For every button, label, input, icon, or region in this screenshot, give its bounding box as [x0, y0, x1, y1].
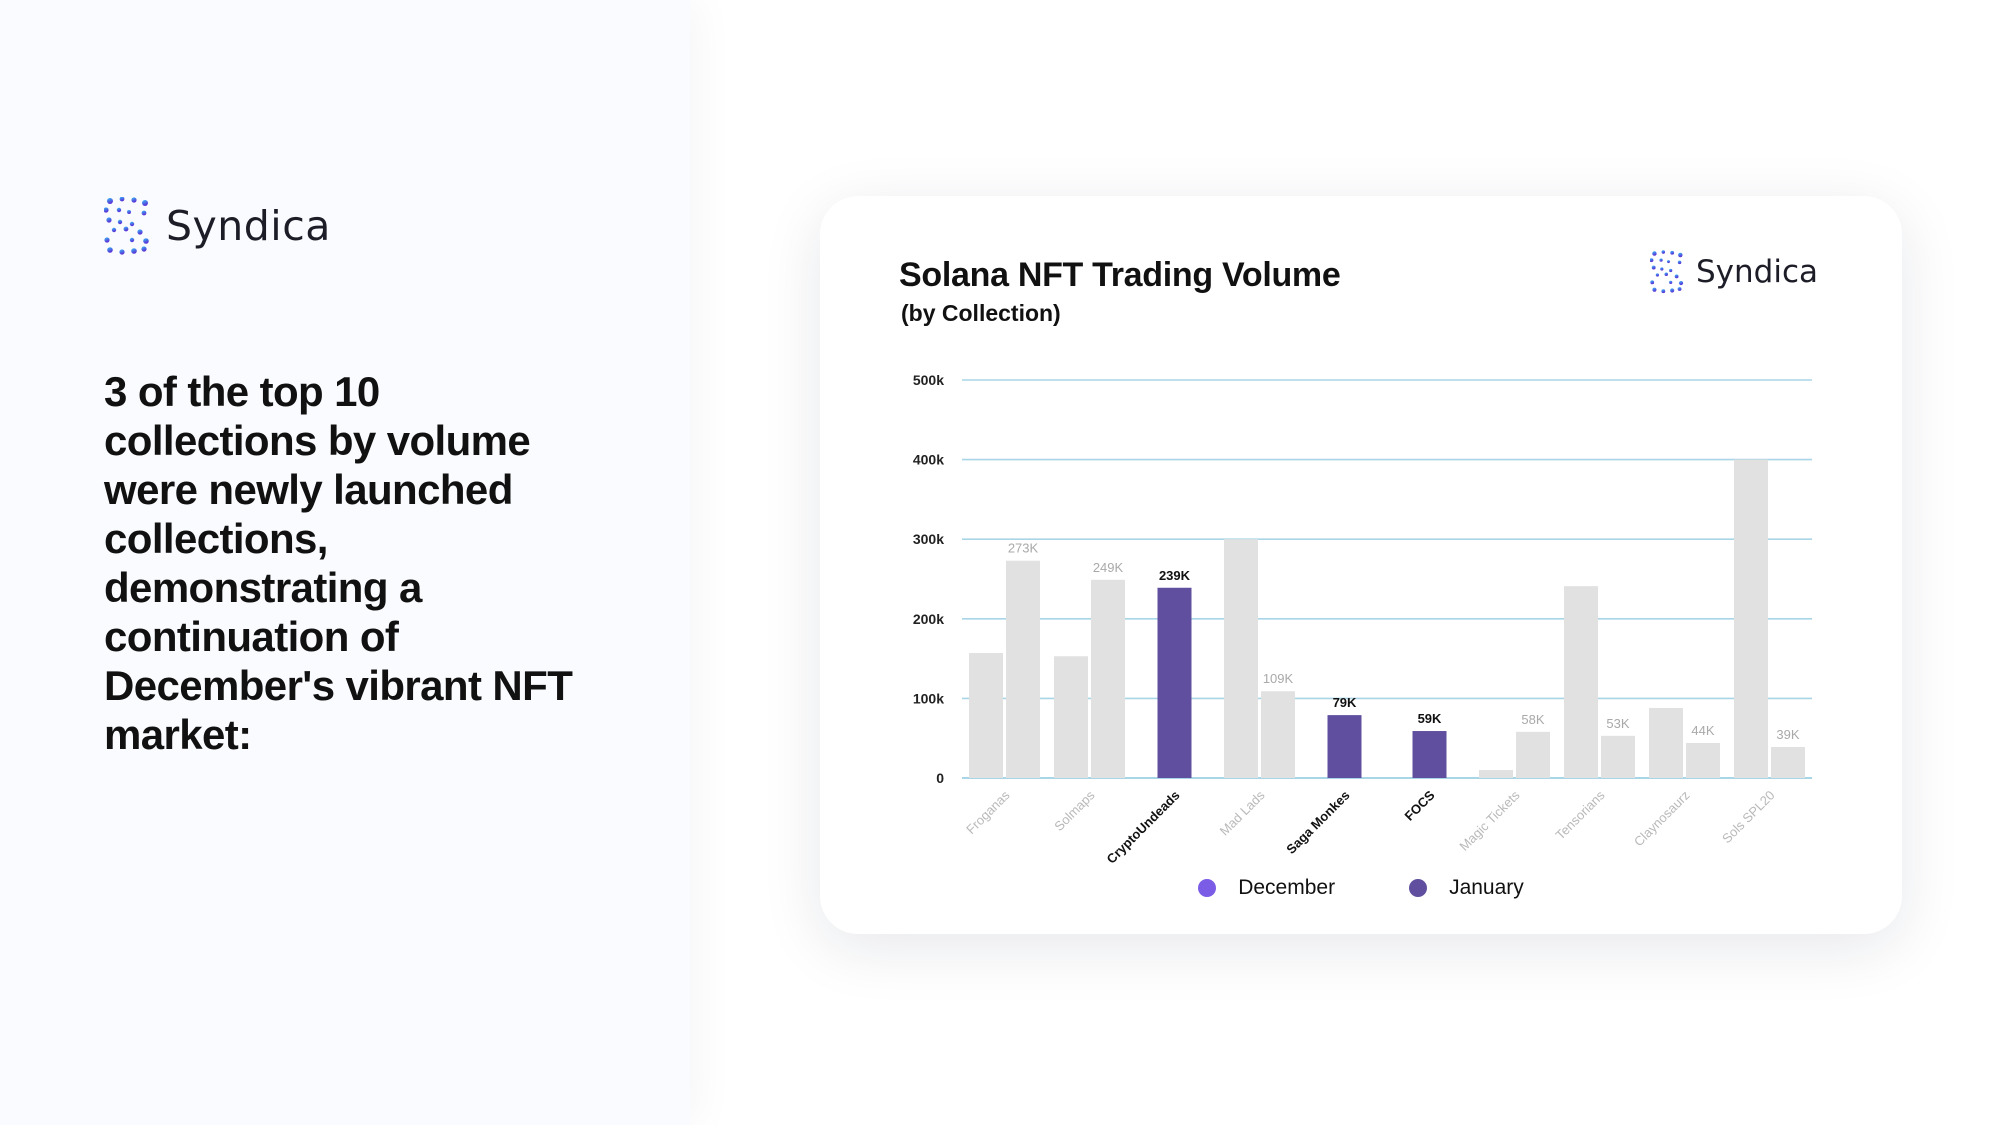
chart-card: 0 100k 200k 300k 400k 500k 273K Froganas 249K Sol… — [820, 196, 1902, 934]
data-label: 273K — [1008, 541, 1039, 556]
brand-name: Syndica — [1696, 254, 1819, 290]
x-tick-label: CryptoUndeads — [1104, 788, 1183, 867]
x-tick-label: Froganas — [963, 787, 1013, 837]
bar-january — [1771, 746, 1805, 778]
bar-january — [1091, 579, 1125, 778]
bar-january — [1516, 731, 1550, 778]
y-tick-label: 400k — [913, 452, 944, 468]
x-tick-label: Magic Tickets — [1456, 787, 1523, 854]
x-tick-label: Claynosaurz — [1631, 788, 1693, 850]
legend-item-december: December — [1198, 876, 1335, 900]
bar-january — [1006, 560, 1040, 778]
data-label: 239K — [1159, 568, 1191, 583]
chart-legend: December January — [820, 876, 1902, 900]
bar-december — [969, 653, 1003, 778]
bar-january — [1412, 731, 1447, 778]
data-label: 53K — [1606, 716, 1629, 731]
data-label: 109K — [1263, 671, 1294, 686]
bar-december — [1734, 459, 1768, 778]
y-tick-label: 200k — [913, 611, 944, 627]
bar-december — [1479, 770, 1513, 778]
bar-december — [1224, 539, 1258, 778]
x-tick-label: Saga Monkes — [1283, 788, 1352, 857]
bar-january — [1157, 587, 1192, 778]
legend-dot-january — [1409, 879, 1428, 897]
brand-name: Syndica — [166, 202, 331, 250]
y-tick-label: 100k — [913, 690, 944, 706]
legend-item-january: January — [1409, 876, 1524, 900]
x-tick-label: Sols SPL20 — [1719, 788, 1778, 847]
chart-subtitle: (by Collection) — [901, 300, 1061, 326]
bar-january — [1327, 715, 1362, 778]
bar-chart: 0 100k 200k 300k 400k 500k 273K Froganas 249K Sol… — [913, 372, 1812, 867]
bar-december — [1054, 656, 1088, 778]
legend-dot-december — [1198, 879, 1217, 897]
data-label: 44K — [1691, 723, 1714, 738]
syndica-logo-icon — [104, 197, 149, 255]
syndica-logo-icon — [1650, 250, 1684, 294]
data-label: 58K — [1521, 712, 1544, 727]
x-tick-label: Tensorians — [1553, 787, 1608, 842]
bar-january — [1601, 735, 1635, 778]
y-tick-label: 300k — [913, 531, 944, 547]
syndica-logo: Syndica — [104, 197, 331, 255]
bar-january — [1686, 742, 1720, 778]
data-label: 79K — [1333, 695, 1357, 710]
y-tick-label: 500k — [913, 372, 944, 388]
syndica-logo-card: Syndica — [1650, 250, 1818, 294]
bar-january — [1261, 691, 1295, 778]
y-tick-label: 0 — [936, 770, 944, 786]
legend-label: January — [1449, 876, 1524, 899]
data-label: 59K — [1418, 711, 1442, 726]
x-tick-label: Solmaps — [1051, 787, 1098, 834]
headline: 3 of the top 10 collections by volume we… — [104, 368, 573, 758]
bar-december — [1564, 586, 1598, 778]
chart-title: Solana NFT Trading Volume — [899, 256, 1341, 294]
bar-december — [1649, 707, 1683, 778]
data-label: 249K — [1093, 560, 1124, 575]
data-label: 39K — [1776, 727, 1799, 742]
x-tick-label: FOCS — [1401, 787, 1437, 823]
left-panel: Syndica 3 of the top 10 collections by v… — [0, 0, 690, 1125]
x-tick-label: Mad Lads — [1217, 787, 1268, 838]
legend-label: December — [1238, 876, 1336, 899]
